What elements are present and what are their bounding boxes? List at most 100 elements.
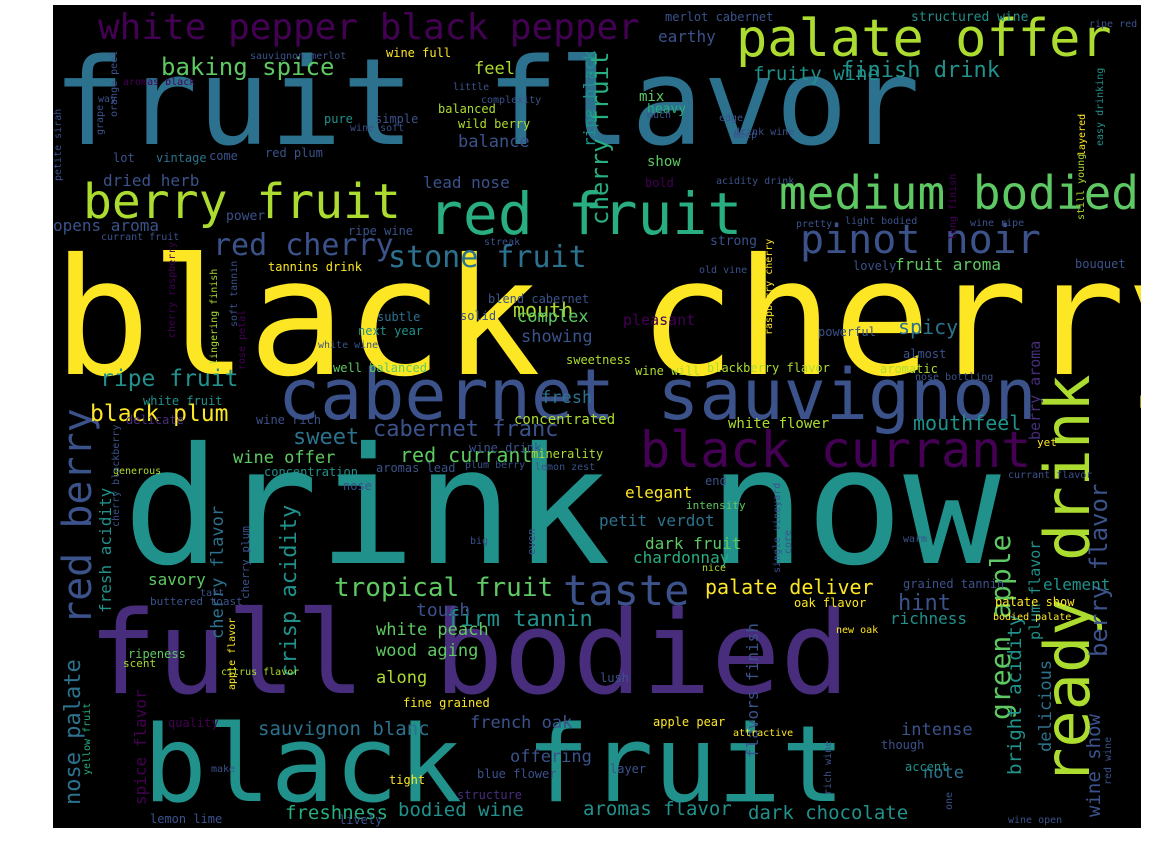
- cloud-word: blackberry flavor: [707, 361, 830, 375]
- cloud-word: hint: [898, 591, 951, 616]
- cloud-word: lot: [113, 151, 135, 165]
- cloud-word: ripeness: [128, 647, 186, 661]
- cloud-word: aromas lead: [376, 461, 456, 475]
- cloud-word: dark fruit: [645, 534, 742, 553]
- cloud-word: pinot noir: [800, 217, 1041, 263]
- cloud-word: come: [209, 149, 238, 163]
- cloud-word: petite sirah: [53, 108, 64, 181]
- cloud-word: white peach: [376, 620, 489, 640]
- cloud-word: yellow fruit: [82, 702, 93, 775]
- cloud-word: well balanced: [333, 361, 427, 375]
- word-cloud: black cherry drink now fruit flavor full bo…: [53, 5, 1141, 828]
- cloud-word: lemon lime: [150, 812, 223, 826]
- cloud-word: mix: [639, 89, 665, 105]
- cloud-word: cherry raspberry: [167, 241, 178, 338]
- cloud-word: taste: [563, 566, 690, 615]
- cloud-word: bouquet: [1075, 257, 1126, 271]
- cloud-word: oak flavor: [794, 596, 867, 610]
- cloud-word: tart: [200, 588, 225, 599]
- cloud-word: show: [647, 154, 681, 170]
- cloud-word: white flower: [728, 416, 830, 432]
- cloud-word: touch: [416, 600, 471, 621]
- cloud-word: red wine: [1103, 736, 1114, 785]
- cloud-word: drink now: [123, 414, 1001, 602]
- cloud-word: apple flavor: [227, 617, 238, 690]
- cloud-word: french oak: [470, 713, 573, 733]
- cloud-word: quality: [168, 716, 219, 730]
- cloud-word: ripe black: [580, 50, 599, 147]
- cloud-word: layered: [1077, 113, 1088, 156]
- cloud-word: white pepper black pepper: [98, 7, 640, 48]
- cloud-word: intensity: [686, 499, 746, 512]
- cloud-word: earthy: [658, 27, 716, 46]
- cloud-word: note: [923, 763, 964, 783]
- cloud-word: intense: [901, 720, 973, 740]
- cloud-word: dried herb: [103, 171, 200, 190]
- cloud-word: chardonnay: [633, 548, 730, 567]
- cloud-word: currant fruit: [101, 232, 180, 243]
- cloud-word: merlot cabernet: [665, 10, 774, 24]
- cloud-word: freshness: [285, 802, 388, 824]
- cloud-word: cherry flavor: [208, 505, 228, 639]
- cloud-word: berry aroma: [1026, 340, 1044, 440]
- cloud-word: powerful: [818, 325, 876, 339]
- cloud-word: black cherry: [53, 225, 1141, 413]
- cloud-word: nose bottling: [915, 372, 994, 383]
- cloud-word: new oak: [836, 625, 879, 636]
- cloud-word: delicate: [126, 413, 184, 427]
- cloud-word: dark chocolate: [748, 802, 909, 824]
- cloud-word: easy drinking: [1095, 67, 1106, 146]
- cloud-word: citrus flavor: [221, 667, 300, 678]
- cloud-word: medium bodied: [778, 166, 1139, 220]
- cloud-word: strong: [710, 234, 757, 249]
- cloud-word: wine open: [1008, 815, 1063, 826]
- cloud-word: tropical fruit: [334, 573, 554, 603]
- cloud-word: currant flavor: [1008, 470, 1093, 481]
- cloud-word: rose petal: [237, 309, 248, 370]
- cloud-word: red currant: [400, 443, 533, 467]
- cloud-word: wine offer: [233, 448, 336, 468]
- cloud-word: wine will: [635, 364, 701, 378]
- cloud-word: make: [211, 764, 236, 775]
- cloud-word: bold: [645, 176, 674, 190]
- cloud-word: pretty: [796, 219, 833, 230]
- cloud-word: pure: [324, 112, 353, 126]
- cloud-word: end: [705, 474, 727, 488]
- cloud-word: attractive: [733, 728, 794, 739]
- cloud-word: mouth: [513, 298, 574, 322]
- cloud-word: minerality: [531, 447, 604, 461]
- cloud-word: long finish: [948, 173, 959, 240]
- cloud-word: offering: [510, 747, 592, 767]
- cloud-word: pleasant: [623, 311, 696, 329]
- cloud-word: delicious: [1036, 659, 1056, 752]
- cloud-word: lovely: [853, 259, 897, 273]
- cloud-word: buttered toast: [150, 595, 243, 608]
- cloud-word: wine ripe: [970, 218, 1025, 229]
- cloud-word: wine full: [386, 46, 452, 60]
- cloud-word: even: [525, 528, 538, 556]
- cloud-word: single vineyard: [772, 482, 783, 573]
- cloud-word: ripe red: [1089, 19, 1138, 30]
- cloud-word: baking spice: [161, 53, 335, 81]
- cloud-word: mouthfeel: [913, 411, 1022, 435]
- cloud-word: big: [470, 536, 489, 547]
- cloud-word: showing: [521, 327, 593, 347]
- cloud-word: wild berry: [458, 117, 531, 131]
- cloud-word: solid: [460, 309, 497, 323]
- cloud-word: blend cabernet: [488, 292, 590, 306]
- cloud-word: along: [376, 668, 428, 688]
- cloud-word: accent: [905, 760, 949, 774]
- cloud-word: aromas flavor: [583, 798, 732, 820]
- cloud-word: lingering finish: [209, 268, 220, 365]
- cloud-word: spice flavor: [131, 689, 150, 805]
- cloud-word: still young: [1076, 153, 1087, 220]
- cloud-word: berry flavor: [1085, 483, 1113, 657]
- cloud-word: grained tannin: [903, 577, 1005, 591]
- cloud-word: palate show: [995, 595, 1075, 609]
- cloud-word: lead nose: [423, 173, 510, 192]
- cloud-word: cabernet sauvignon: [278, 354, 1037, 436]
- cloud-word: yet: [1037, 436, 1057, 449]
- cloud-word: sauvignon blanc: [258, 718, 430, 740]
- cloud-word: finish drink: [841, 58, 1000, 83]
- cloud-word: raspberry cherry: [764, 238, 775, 335]
